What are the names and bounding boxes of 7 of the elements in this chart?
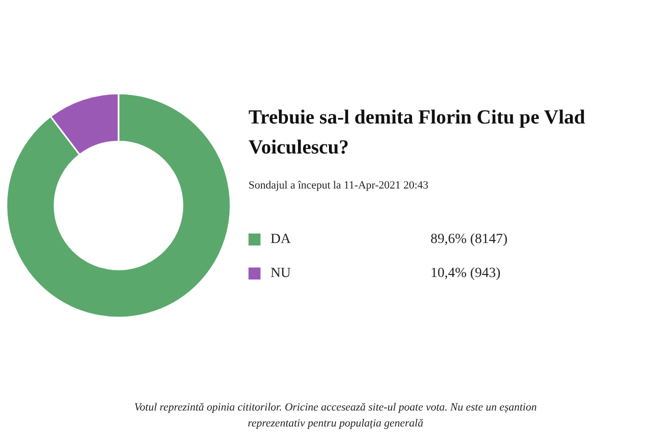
text: Trebuie sa-l demita Florin Citu pe Vlad Voiculescu? — [248, 106, 586, 158]
text: Votul reprezintă opinia cititorilor. Oricine accesează site-ul poate vota. Nu este un eșantion reprezentativ pentru populația generală — [134, 402, 538, 430]
data-label: 89,6% (8147) — [430, 232, 508, 247]
legend-label: DA — [270, 232, 292, 247]
legend-label: NU — [270, 266, 291, 281]
data-label: 10,4% (943) — [430, 266, 501, 281]
text: Sondajul a început la 11-Apr-2021 20:43 — [248, 180, 429, 192]
